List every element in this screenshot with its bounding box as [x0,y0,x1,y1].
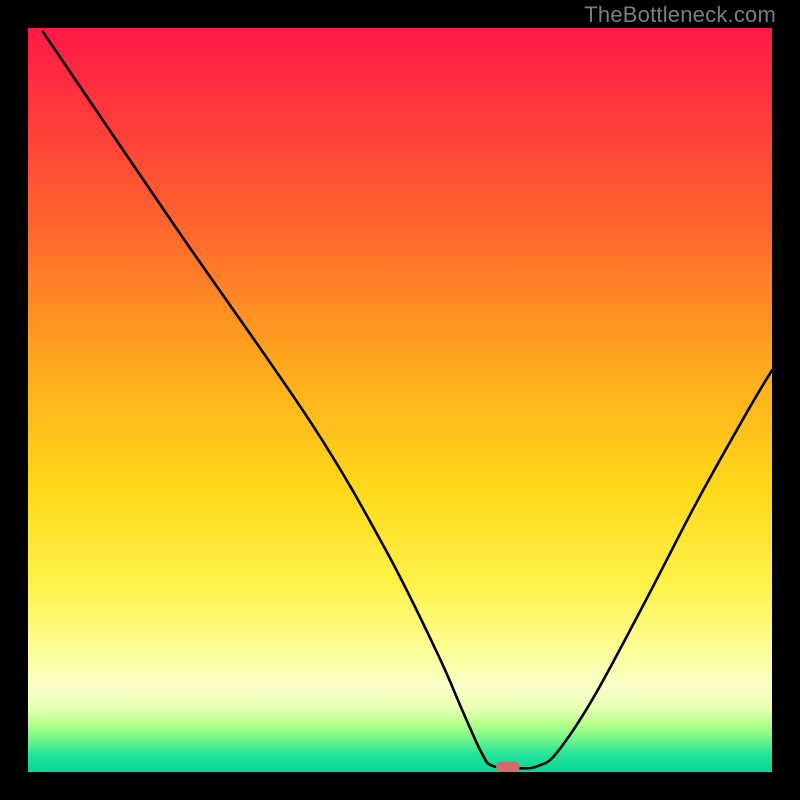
watermark-text: TheBottleneck.com [584,2,776,28]
bottleneck-chart [0,0,800,800]
chart-container: TheBottleneck.com [0,0,800,800]
plot-background [28,28,772,772]
minimum-marker [496,762,520,772]
